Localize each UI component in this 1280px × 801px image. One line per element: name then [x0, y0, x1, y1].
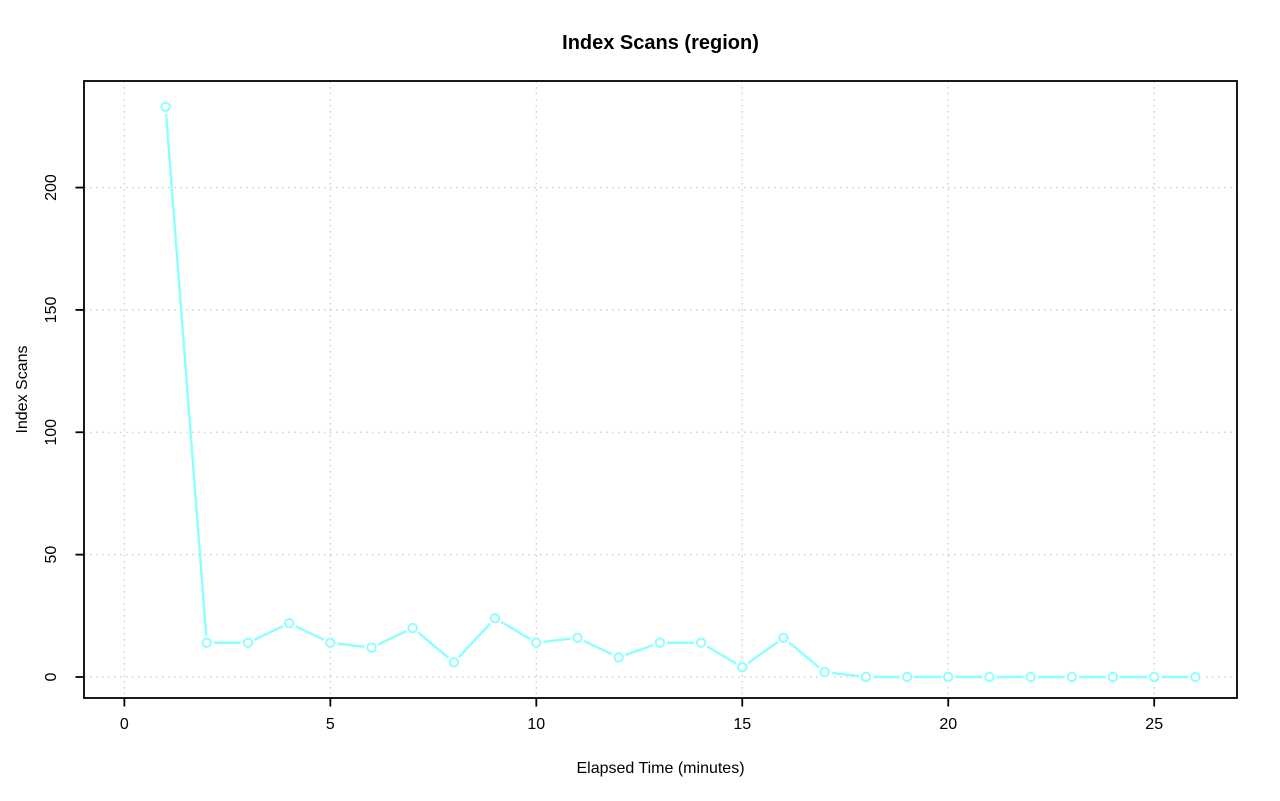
data-point-marker — [160, 101, 171, 112]
data-point-marker — [778, 632, 789, 644]
data-point-marker — [1190, 671, 1201, 683]
data-point-marker — [737, 662, 748, 673]
x-tick-label: 10 — [527, 716, 545, 733]
y-tick-label: 50 — [43, 546, 60, 564]
x-tick-label: 0 — [120, 716, 129, 733]
data-point-marker — [489, 613, 501, 624]
data-point-marker — [1149, 671, 1160, 683]
series-layer — [158, 99, 1203, 685]
y-tick-label: 200 — [43, 174, 60, 201]
data-point-marker — [407, 622, 418, 634]
y-tick-label: 0 — [43, 672, 60, 681]
data-point-marker — [283, 617, 295, 629]
data-point-marker — [1025, 671, 1036, 683]
tick-marks-layer — [75, 186, 1156, 707]
data-point-marker — [531, 637, 542, 648]
data-point-marker — [901, 671, 913, 683]
x-tick-label: 25 — [1145, 716, 1163, 733]
data-point-marker — [1066, 671, 1078, 683]
y-tick-label: 150 — [43, 296, 60, 323]
data-point-marker — [613, 652, 624, 663]
data-point-marker — [201, 637, 212, 648]
grid-layer — [84, 81, 1237, 698]
data-point-marker — [654, 637, 666, 648]
data-point-marker — [943, 671, 954, 683]
series-line — [164, 106, 1196, 679]
data-point-marker — [1107, 671, 1119, 683]
data-point-marker — [366, 642, 377, 653]
tick-labels-layer: 0 5 10 15 20 25 0 50 100 150 200 — [43, 174, 1163, 733]
data-point-marker — [984, 671, 995, 683]
data-point-marker — [325, 637, 336, 648]
data-point-marker — [572, 632, 583, 644]
y-axis-label: Index Scans — [14, 345, 31, 433]
data-point-marker — [242, 637, 254, 648]
data-point-marker — [448, 657, 460, 668]
plot-border — [83, 80, 1238, 699]
data-point-marker — [819, 666, 830, 678]
x-tick-label: 5 — [326, 716, 335, 733]
data-point-marker — [695, 637, 707, 648]
data-point-marker — [860, 671, 872, 683]
chart-title: Index Scans (region) — [562, 32, 759, 54]
y-tick-label: 100 — [43, 419, 60, 446]
x-axis-label: Elapsed Time (minutes) — [576, 760, 744, 777]
x-tick-label: 20 — [939, 716, 957, 733]
x-tick-label: 15 — [733, 716, 751, 733]
